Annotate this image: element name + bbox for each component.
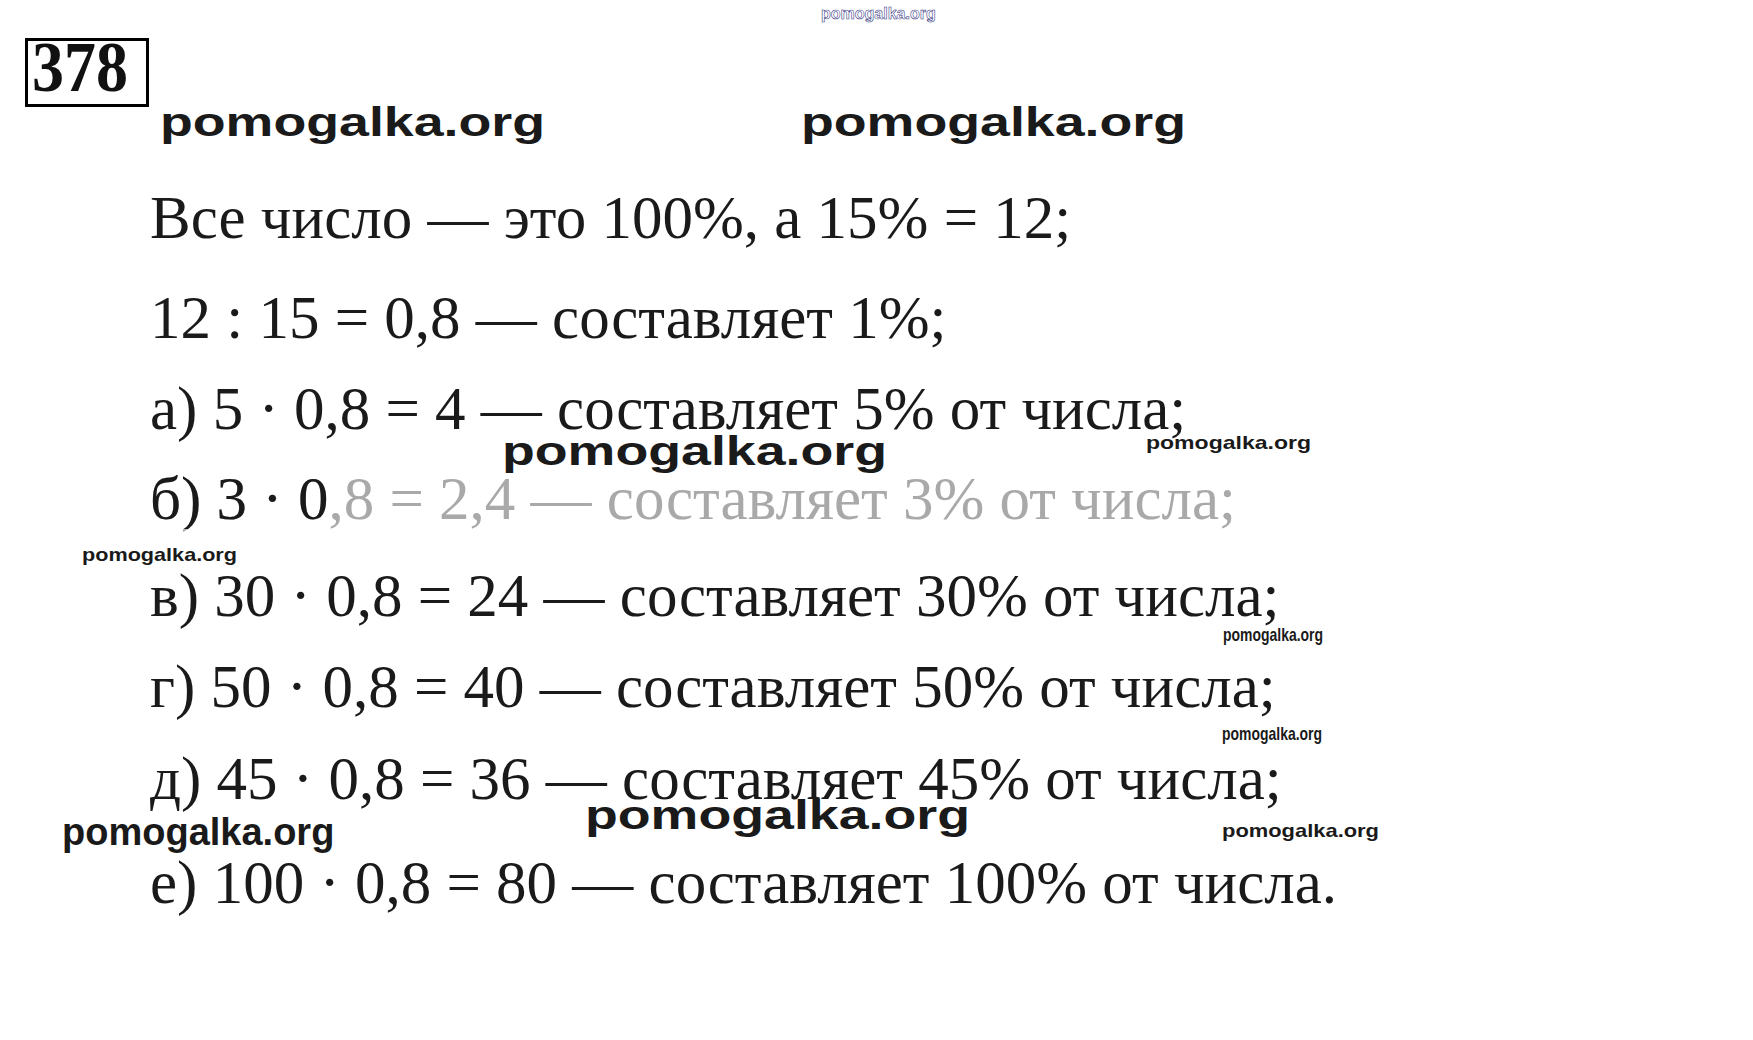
svg-text:pomogalka.org: pomogalka.org xyxy=(1222,723,1322,744)
svg-text:pomogalka.org: pomogalka.org xyxy=(62,811,334,853)
svg-text:pomogalka.org: pomogalka.org xyxy=(160,100,545,144)
svg-text:pomogalka.org: pomogalka.org xyxy=(801,100,1186,144)
svg-text:pomogalka.org: pomogalka.org xyxy=(1222,820,1379,841)
svg-text:378: 378 xyxy=(32,27,128,107)
